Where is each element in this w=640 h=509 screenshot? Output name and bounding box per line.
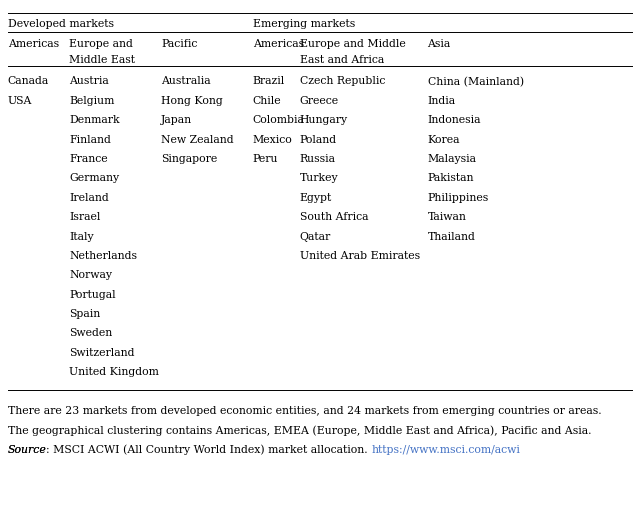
Text: Mexico: Mexico	[253, 134, 292, 145]
Text: Sweden: Sweden	[69, 328, 113, 338]
Text: Source: Source	[8, 444, 47, 454]
Text: Taiwan: Taiwan	[428, 212, 467, 222]
Text: Singapore: Singapore	[161, 154, 218, 164]
Text: Switzerland: Switzerland	[69, 347, 134, 357]
Text: Americas: Americas	[253, 39, 304, 49]
Text: East and Africa: East and Africa	[300, 55, 384, 65]
Text: Portugal: Portugal	[69, 289, 116, 299]
Text: China (Mainland): China (Mainland)	[428, 76, 524, 87]
Text: The geographical clustering contains Americas, EMEA (Europe, Middle East and Afr: The geographical clustering contains Ame…	[8, 425, 591, 435]
Text: Denmark: Denmark	[69, 115, 120, 125]
Text: https://www.msci.com/acwi: https://www.msci.com/acwi	[372, 444, 520, 454]
Text: Germany: Germany	[69, 173, 119, 183]
Text: Spain: Spain	[69, 308, 100, 319]
Text: United Kingdom: United Kingdom	[69, 366, 159, 377]
Text: Developed markets: Developed markets	[8, 19, 114, 29]
Text: Hungary: Hungary	[300, 115, 348, 125]
Text: Turkey: Turkey	[300, 173, 338, 183]
Text: France: France	[69, 154, 108, 164]
Text: Egypt: Egypt	[300, 192, 332, 203]
Text: Thailand: Thailand	[428, 231, 476, 241]
Text: Source: Source	[8, 444, 47, 454]
Text: There are 23 markets from developed economic entities, and 24 markets from emerg: There are 23 markets from developed econ…	[8, 405, 602, 415]
Text: Pacific: Pacific	[161, 39, 198, 49]
Text: Israel: Israel	[69, 212, 100, 222]
Text: Pakistan: Pakistan	[428, 173, 474, 183]
Text: Australia: Australia	[161, 76, 211, 87]
Text: Austria: Austria	[69, 76, 109, 87]
Text: New Zealand: New Zealand	[161, 134, 234, 145]
Text: Japan: Japan	[161, 115, 193, 125]
Text: Europe and Middle: Europe and Middle	[300, 39, 405, 49]
Text: Colombia: Colombia	[253, 115, 305, 125]
Text: Brazil: Brazil	[253, 76, 285, 87]
Text: Chile: Chile	[253, 96, 282, 106]
Text: Asia: Asia	[428, 39, 451, 49]
Text: Hong Kong: Hong Kong	[161, 96, 223, 106]
Text: Netherlands: Netherlands	[69, 250, 137, 261]
Text: : MSCI ACWI (All Country World Index) market allocation.: : MSCI ACWI (All Country World Index) ma…	[47, 444, 372, 455]
Text: Canada: Canada	[8, 76, 49, 87]
Text: Norway: Norway	[69, 270, 112, 280]
Text: Greece: Greece	[300, 96, 339, 106]
Text: Belgium: Belgium	[69, 96, 115, 106]
Text: Americas: Americas	[8, 39, 59, 49]
Text: Russia: Russia	[300, 154, 335, 164]
Text: Finland: Finland	[69, 134, 111, 145]
Text: South Africa: South Africa	[300, 212, 368, 222]
Text: USA: USA	[8, 96, 32, 106]
Text: Emerging markets: Emerging markets	[253, 19, 355, 29]
Text: Korea: Korea	[428, 134, 460, 145]
Text: Malaysia: Malaysia	[428, 154, 477, 164]
Text: Indonesia: Indonesia	[428, 115, 481, 125]
Text: Czech Republic: Czech Republic	[300, 76, 385, 87]
Text: Italy: Italy	[69, 231, 93, 241]
Text: India: India	[428, 96, 456, 106]
Text: Middle East: Middle East	[69, 55, 135, 65]
Text: Ireland: Ireland	[69, 192, 109, 203]
Text: Philippines: Philippines	[428, 192, 489, 203]
Text: Poland: Poland	[300, 134, 337, 145]
Text: Europe and: Europe and	[69, 39, 133, 49]
Text: United Arab Emirates: United Arab Emirates	[300, 250, 420, 261]
Text: Peru: Peru	[253, 154, 278, 164]
Text: Qatar: Qatar	[300, 231, 331, 241]
